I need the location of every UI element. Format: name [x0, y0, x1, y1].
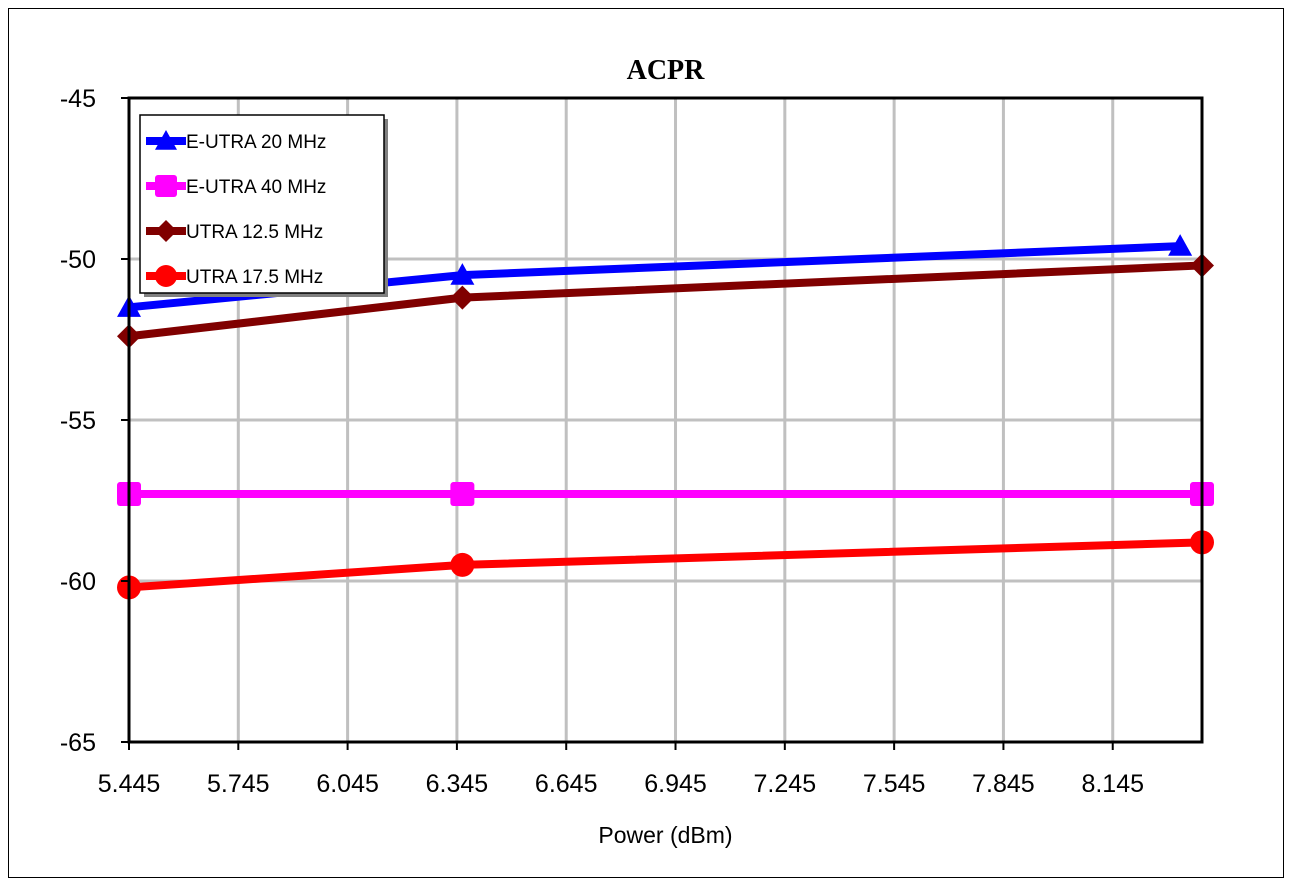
series-utra-12-5-mhz — [117, 253, 1214, 349]
data-point — [450, 263, 475, 285]
data-point — [450, 285, 475, 310]
x-tick-label: 6.045 — [316, 770, 379, 798]
legend: E-UTRA 20 MHz E-UTRA 40 MHz UTRA 12.5 MHz U… — [139, 114, 388, 297]
chart-frame: 5.445 5.745 6.045 6.345 6.645 6.945 7.245 7.545… — [8, 8, 1284, 878]
x-tick-label: 6.945 — [644, 770, 707, 798]
data-point — [450, 482, 475, 507]
legend-marker — [155, 175, 177, 197]
x-tick-label: 6.645 — [535, 770, 598, 798]
x-tick-label: 8.145 — [1081, 770, 1144, 798]
legend-marker — [155, 130, 177, 150]
legend-label: UTRA 12.5 MHz — [186, 222, 323, 243]
series-utra-17-5-mhz — [117, 530, 1214, 600]
data-point — [1168, 234, 1193, 256]
data-point — [450, 552, 475, 577]
x-tick-label: 6.345 — [426, 770, 489, 798]
y-tick-label: -65 — [60, 729, 96, 757]
chart-svg: 5.445 5.745 6.045 6.345 6.645 6.945 7.245 7.545… — [60, 55, 1214, 848]
legend-label: E-UTRA 20 MHz — [186, 132, 326, 153]
tick-layer: 5.445 5.745 6.045 6.345 6.645 6.945 7.245 7.545… — [60, 85, 1144, 798]
legend-marker — [155, 220, 177, 242]
chart-title: ACPR — [627, 55, 706, 86]
x-tick-label: 5.445 — [98, 770, 161, 798]
y-tick-label: -50 — [60, 246, 96, 274]
x-tick-label: 7.845 — [972, 770, 1035, 798]
legend-item: UTRA 17.5 MHz — [146, 265, 323, 288]
y-tick-label: -60 — [60, 568, 96, 596]
x-tick-label: 5.745 — [207, 770, 270, 798]
legend-item: E-UTRA 20 MHz — [146, 130, 326, 153]
legend-label: UTRA 17.5 MHz — [186, 267, 323, 288]
x-axis-label: Power (dBm) — [598, 822, 732, 848]
y-tick-label: -45 — [60, 85, 96, 113]
x-tick-label: 7.545 — [863, 770, 926, 798]
legend-marker — [155, 265, 177, 287]
x-tick-label: 7.245 — [754, 770, 817, 798]
series-e-utra-40-mhz — [117, 482, 1214, 507]
y-tick-label: -55 — [60, 407, 96, 435]
legend-item: E-UTRA 40 MHz — [146, 175, 326, 198]
legend-label: E-UTRA 40 MHz — [186, 177, 326, 198]
legend-item: UTRA 12.5 MHz — [146, 220, 323, 243]
